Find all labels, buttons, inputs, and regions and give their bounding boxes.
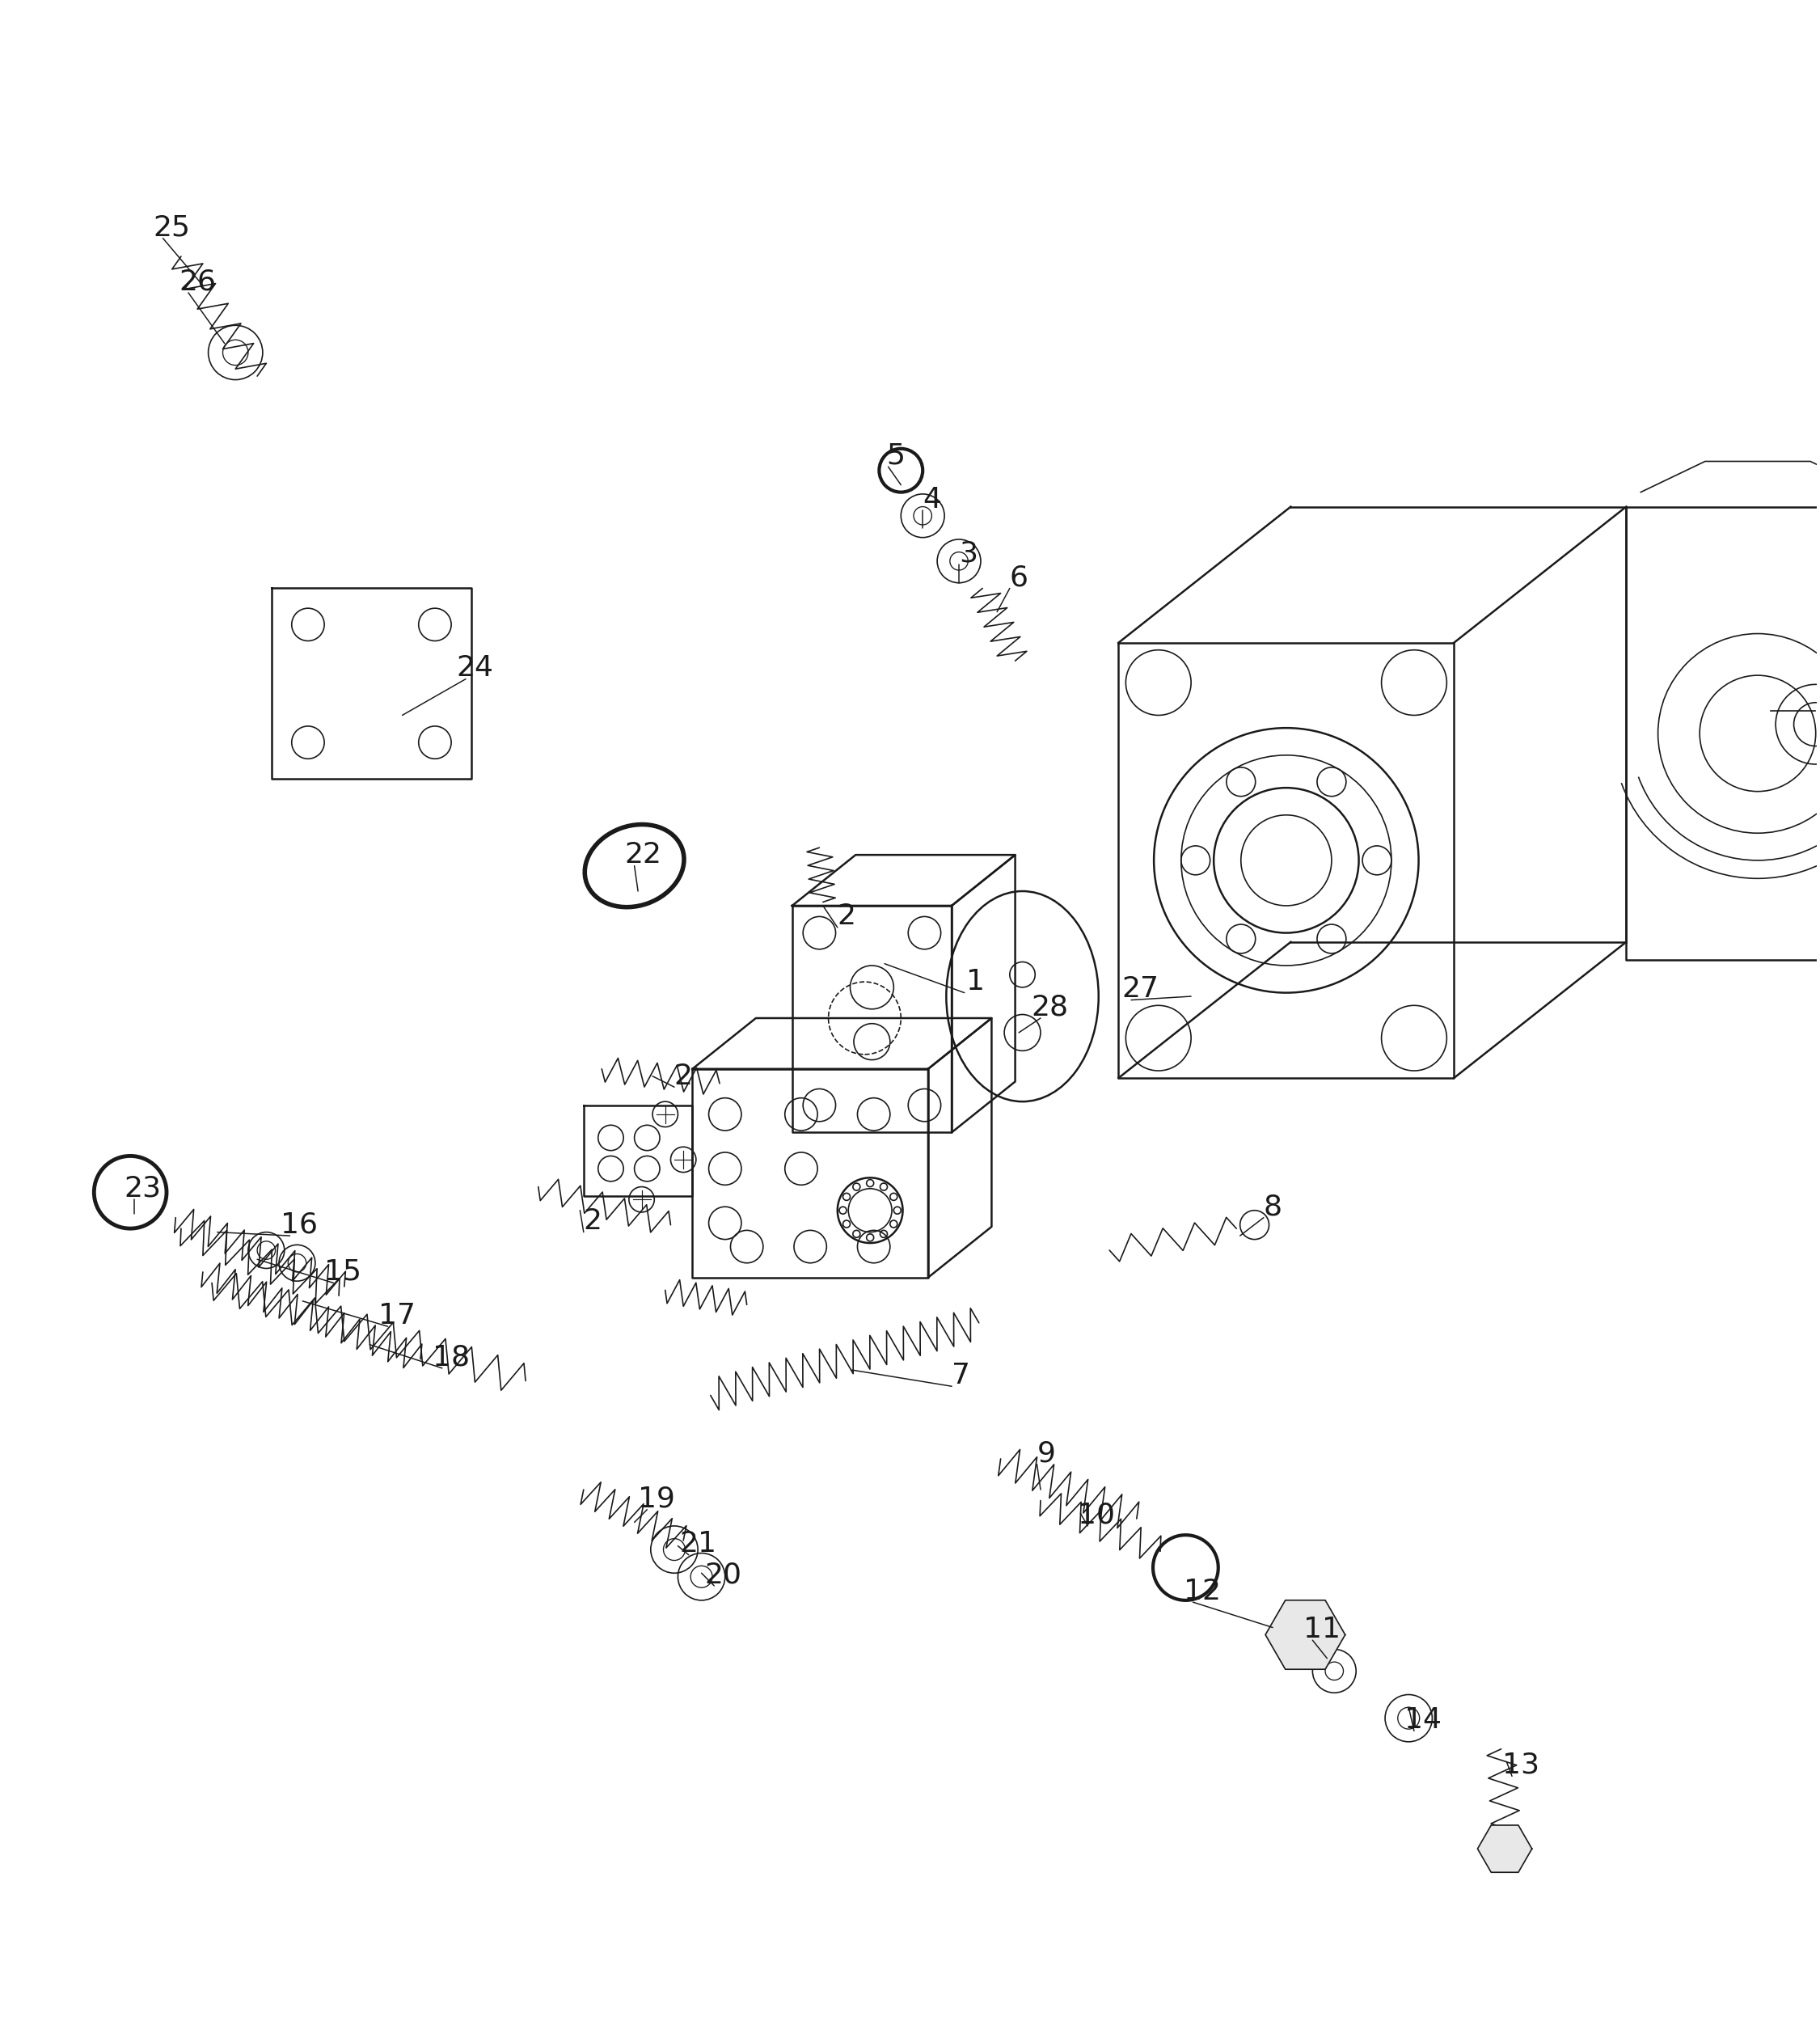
Text: 16: 16 — [280, 1211, 317, 1238]
Text: 6: 6 — [1010, 564, 1028, 590]
Text: 20: 20 — [704, 1560, 743, 1589]
Text: 28: 28 — [1030, 994, 1068, 1021]
Text: 14: 14 — [1405, 1706, 1441, 1733]
Text: 9: 9 — [1037, 1441, 1056, 1467]
Text: 25: 25 — [153, 213, 191, 241]
Text: 15: 15 — [324, 1258, 360, 1286]
Polygon shape — [1478, 1826, 1532, 1873]
Text: 26: 26 — [178, 268, 217, 296]
Text: 24: 24 — [457, 653, 493, 682]
Text: 2: 2 — [584, 1207, 602, 1236]
Text: 8: 8 — [1263, 1193, 1281, 1221]
Text: 17: 17 — [379, 1303, 415, 1329]
Text: 1: 1 — [966, 968, 985, 996]
Text: 18: 18 — [433, 1343, 470, 1372]
Text: 19: 19 — [637, 1485, 675, 1512]
Text: 2: 2 — [673, 1063, 693, 1090]
Text: 21: 21 — [679, 1530, 717, 1558]
Text: 11: 11 — [1303, 1615, 1340, 1643]
Text: 4: 4 — [923, 485, 941, 513]
Text: 22: 22 — [624, 842, 662, 868]
Text: 13: 13 — [1503, 1751, 1540, 1779]
Text: 2: 2 — [837, 903, 855, 931]
Text: 7: 7 — [952, 1361, 970, 1390]
Polygon shape — [1265, 1601, 1345, 1670]
Text: 12: 12 — [1183, 1577, 1221, 1605]
Text: 27: 27 — [1121, 976, 1159, 1002]
Text: 10: 10 — [1077, 1501, 1116, 1528]
Text: 5: 5 — [886, 442, 905, 469]
Text: 23: 23 — [124, 1175, 162, 1203]
Text: 3: 3 — [959, 540, 977, 568]
